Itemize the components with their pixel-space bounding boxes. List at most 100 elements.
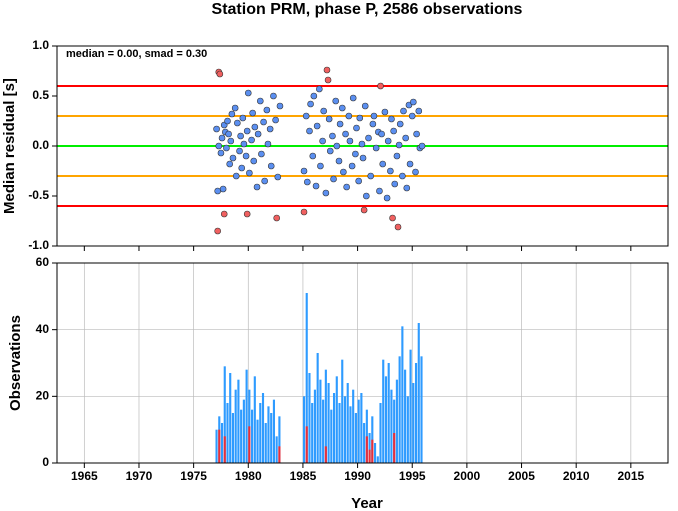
y-tick-label: 1.0 bbox=[32, 38, 49, 52]
bar bbox=[316, 353, 319, 463]
bar bbox=[395, 379, 398, 463]
point bbox=[253, 183, 261, 191]
bar bbox=[420, 356, 423, 463]
bar bbox=[264, 423, 267, 463]
bar bbox=[234, 389, 237, 463]
point bbox=[227, 137, 235, 145]
point bbox=[393, 152, 401, 160]
point bbox=[216, 70, 224, 78]
point bbox=[317, 162, 324, 170]
bar bbox=[338, 403, 341, 463]
point bbox=[312, 182, 320, 190]
bar bbox=[305, 293, 308, 463]
bar bbox=[302, 396, 306, 463]
point bbox=[372, 144, 380, 152]
bar bbox=[305, 426, 308, 463]
y-tick-label: 20 bbox=[36, 389, 50, 403]
point bbox=[220, 210, 228, 218]
point bbox=[381, 108, 389, 116]
point bbox=[306, 127, 313, 135]
bar bbox=[365, 436, 368, 463]
point bbox=[240, 140, 248, 148]
point bbox=[304, 178, 311, 186]
bar bbox=[404, 369, 407, 463]
point bbox=[266, 125, 274, 133]
point bbox=[400, 107, 407, 115]
bar bbox=[319, 379, 322, 463]
point bbox=[343, 183, 350, 191]
point bbox=[254, 130, 262, 138]
bar bbox=[341, 359, 344, 463]
point bbox=[307, 100, 314, 108]
point bbox=[248, 136, 255, 144]
point bbox=[345, 112, 353, 120]
point bbox=[273, 214, 280, 222]
bar bbox=[261, 393, 265, 463]
point bbox=[313, 122, 321, 130]
bar bbox=[220, 423, 224, 463]
bar bbox=[308, 373, 311, 463]
point bbox=[370, 112, 378, 120]
point bbox=[250, 157, 258, 165]
bar bbox=[368, 433, 371, 463]
bar bbox=[349, 406, 352, 463]
point bbox=[276, 102, 284, 110]
point bbox=[214, 227, 221, 235]
point bbox=[330, 175, 337, 183]
bar bbox=[373, 443, 377, 463]
point bbox=[325, 115, 333, 123]
bar bbox=[384, 376, 388, 463]
bar bbox=[379, 403, 382, 463]
bar bbox=[275, 436, 278, 463]
bar bbox=[414, 363, 418, 463]
bar bbox=[354, 413, 357, 463]
x-tick-label: 1980 bbox=[235, 469, 262, 483]
point bbox=[261, 177, 268, 185]
bar bbox=[240, 409, 243, 463]
x-axis-title: Year bbox=[351, 495, 383, 511]
bar bbox=[346, 383, 349, 463]
point bbox=[320, 107, 327, 115]
point bbox=[322, 189, 330, 197]
point bbox=[413, 130, 420, 138]
y-tick-label: 0 bbox=[42, 455, 49, 469]
bar bbox=[259, 403, 262, 463]
point bbox=[358, 140, 366, 148]
bar bbox=[245, 369, 248, 463]
point bbox=[217, 149, 225, 157]
bar bbox=[352, 389, 355, 463]
bar bbox=[270, 413, 273, 463]
x-tick-label: 2010 bbox=[563, 469, 590, 483]
point bbox=[300, 208, 308, 216]
x-tick-label: 1985 bbox=[290, 469, 317, 483]
y-tick-label: -1.0 bbox=[28, 238, 49, 252]
point bbox=[406, 160, 414, 168]
point bbox=[319, 137, 326, 145]
point bbox=[336, 120, 344, 128]
point bbox=[418, 142, 426, 150]
point bbox=[226, 160, 233, 168]
point bbox=[412, 168, 419, 176]
point bbox=[338, 104, 346, 112]
point bbox=[394, 223, 402, 231]
point bbox=[242, 152, 250, 160]
point bbox=[395, 141, 403, 149]
bar bbox=[401, 326, 404, 463]
point bbox=[239, 114, 247, 122]
point bbox=[257, 97, 264, 105]
bar bbox=[256, 419, 259, 463]
point bbox=[389, 214, 396, 222]
point bbox=[383, 194, 391, 202]
point bbox=[352, 150, 359, 158]
bar bbox=[360, 393, 363, 463]
bar bbox=[343, 396, 347, 463]
point bbox=[310, 92, 318, 100]
bar bbox=[242, 399, 245, 463]
bar bbox=[324, 446, 327, 463]
y-tick-label: 40 bbox=[36, 322, 50, 336]
point bbox=[258, 150, 265, 158]
bar bbox=[393, 433, 396, 463]
bar bbox=[417, 323, 420, 463]
bar bbox=[248, 426, 251, 463]
point bbox=[329, 132, 336, 140]
